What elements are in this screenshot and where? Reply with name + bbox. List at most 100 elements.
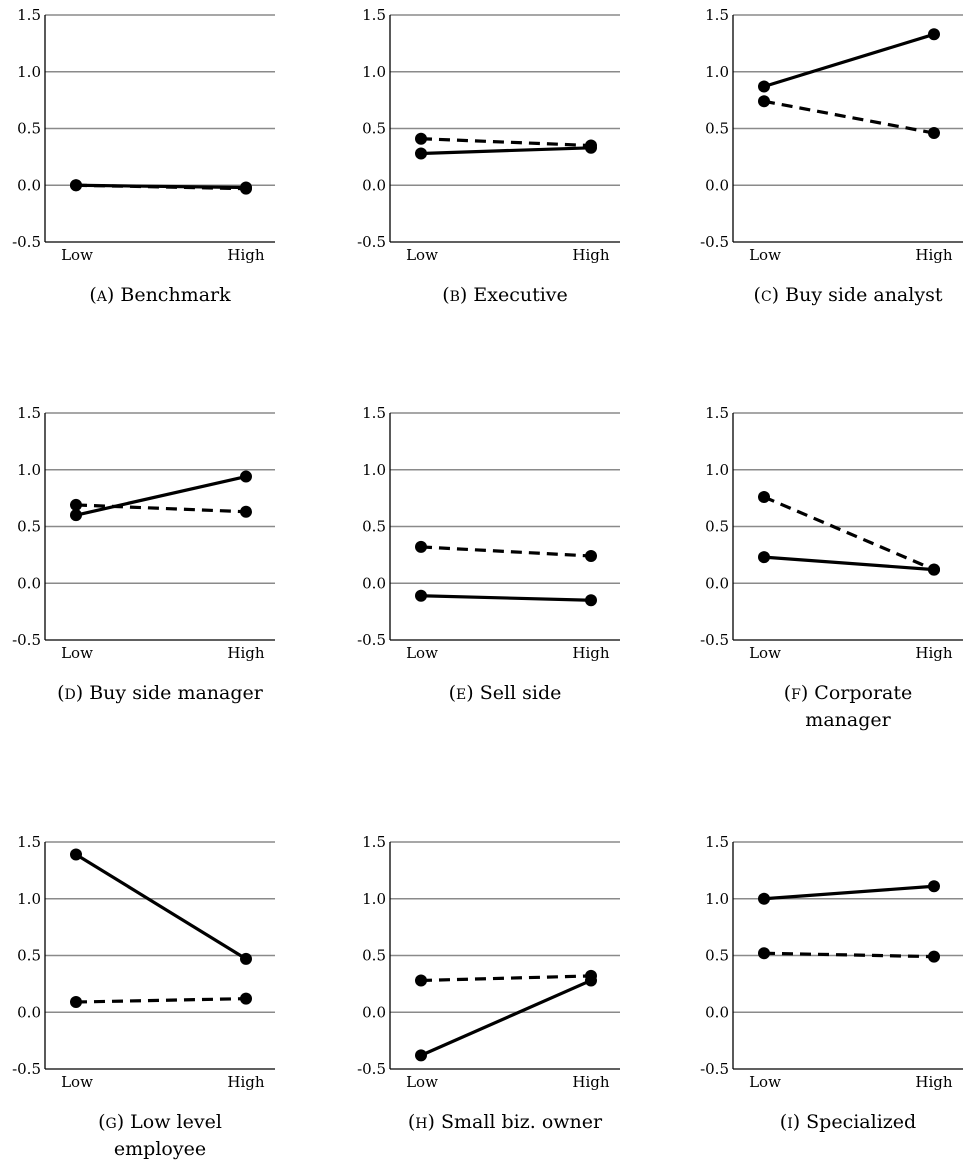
dashed-series-point xyxy=(415,132,427,145)
solid-series-line xyxy=(75,853,247,961)
dashed-series-point xyxy=(240,182,252,195)
x-tick-label: Low xyxy=(749,1073,781,1091)
y-tick-label: 0.5 xyxy=(17,120,41,138)
dashed-series-line xyxy=(763,951,935,959)
solid-series-point xyxy=(928,880,940,893)
y-tick-label: 1.0 xyxy=(362,890,386,908)
dashed-series-point xyxy=(758,947,770,960)
y-tick-label: 0.0 xyxy=(17,176,41,194)
solid-series-line xyxy=(763,555,935,572)
y-tick-label: 0.0 xyxy=(705,1003,729,1021)
y-tick-label: 1.5 xyxy=(705,404,729,422)
y-tick-label: 0.5 xyxy=(705,518,729,536)
solid-series-point xyxy=(415,1049,427,1062)
dashed-series-point xyxy=(928,950,940,963)
solid-series-point xyxy=(70,509,82,522)
dashed-series-line xyxy=(763,495,935,572)
x-tick-label: High xyxy=(572,644,609,662)
panel-caption: (B) Executive xyxy=(442,284,568,306)
panel-d: 1.5 1.0 0.5 0.0 -0.5 Low High (D) Buy side mana… xyxy=(12,404,275,704)
y-tick-label: -0.5 xyxy=(12,631,41,649)
solid-series-line xyxy=(763,884,935,901)
y-tick-label: 0.5 xyxy=(17,518,41,536)
panel-b: 1.5 1.0 0.5 0.0 -0.5 Low High (B) Executive xyxy=(357,6,620,306)
x-tick-label: Low xyxy=(406,644,438,662)
dashed-series-line xyxy=(75,503,247,514)
panel-caption: (F) Corporate xyxy=(784,682,913,704)
y-tick-label: -0.5 xyxy=(12,233,41,251)
y-tick-label: 0.5 xyxy=(705,120,729,138)
y-tick-label: -0.5 xyxy=(700,233,729,251)
solid-series-point xyxy=(758,80,770,93)
y-tick-label: 0.0 xyxy=(362,176,386,194)
solid-series-point xyxy=(585,594,597,607)
y-tick-label: 0.5 xyxy=(705,947,729,965)
x-tick-label: High xyxy=(915,644,952,662)
panel-e: 1.5 1.0 0.5 0.0 -0.5 Low High (E) Sell side xyxy=(357,404,620,704)
y-tick-label: 1.0 xyxy=(362,461,386,479)
solid-series-point xyxy=(70,848,82,861)
y-tick-label: 1.0 xyxy=(362,63,386,81)
x-tick-label: High xyxy=(915,246,952,264)
y-tick-label: 0.0 xyxy=(705,176,729,194)
x-tick-label: High xyxy=(572,246,609,264)
y-tick-label: 1.0 xyxy=(17,63,41,81)
panel-caption: (I) Specialized xyxy=(780,1111,916,1133)
y-tick-label: 1.5 xyxy=(362,833,386,851)
dashed-series-point xyxy=(70,996,82,1009)
y-tick-label: 0.5 xyxy=(362,947,386,965)
panel-caption: manager xyxy=(805,709,891,731)
y-tick-label: 1.5 xyxy=(17,6,41,24)
y-tick-label: -0.5 xyxy=(12,1060,41,1078)
solid-series-point xyxy=(415,147,427,160)
dashed-series-point xyxy=(585,139,597,152)
y-tick-label: 0.5 xyxy=(362,120,386,138)
y-tick-label: 0.0 xyxy=(362,1003,386,1021)
dashed-series-line xyxy=(75,183,247,191)
solid-series-point xyxy=(415,589,427,602)
y-tick-label: -0.5 xyxy=(700,631,729,649)
x-tick-label: Low xyxy=(61,246,93,264)
y-tick-label: 1.0 xyxy=(705,461,729,479)
y-tick-label: 1.0 xyxy=(705,63,729,81)
x-tick-label: High xyxy=(915,1073,952,1091)
dashed-series-point xyxy=(928,563,940,576)
y-tick-label: 1.5 xyxy=(17,404,41,422)
y-tick-label: 0.0 xyxy=(362,574,386,592)
solid-series-line xyxy=(420,979,592,1057)
x-tick-label: Low xyxy=(61,644,93,662)
y-tick-label: -0.5 xyxy=(700,1060,729,1078)
y-tick-label: 1.5 xyxy=(362,6,386,24)
solid-series-point xyxy=(240,952,252,965)
panel-g: 1.5 1.0 0.5 0.0 -0.5 Low High (G) Low level empl… xyxy=(12,833,275,1160)
y-tick-label: -0.5 xyxy=(357,1060,386,1078)
solid-series-line xyxy=(763,32,935,89)
panel-caption: (D) Buy side manager xyxy=(57,682,264,704)
y-tick-label: 1.5 xyxy=(362,404,386,422)
panel-f: 1.5 1.0 0.5 0.0 -0.5 Low High (F) Corporate mana… xyxy=(700,404,963,731)
y-tick-label: 1.0 xyxy=(705,890,729,908)
solid-series-point xyxy=(928,28,940,41)
dashed-series-point xyxy=(585,969,597,982)
panel-caption: (A) Benchmark xyxy=(89,284,231,306)
solid-series-point xyxy=(758,551,770,564)
solid-series-point xyxy=(240,470,252,483)
dashed-series-point xyxy=(758,490,770,503)
dashed-series-point xyxy=(415,974,427,987)
y-tick-label: 0.5 xyxy=(17,947,41,965)
dashed-series-line xyxy=(763,99,935,135)
x-tick-label: High xyxy=(227,246,264,264)
solid-series-line xyxy=(420,594,592,602)
solid-series-line xyxy=(420,146,592,156)
dashed-series-line xyxy=(420,974,592,983)
panel-caption: employee xyxy=(114,1138,206,1160)
dashed-series-point xyxy=(585,550,597,563)
y-tick-label: -0.5 xyxy=(357,631,386,649)
y-tick-label: 1.5 xyxy=(17,833,41,851)
y-tick-label: -0.5 xyxy=(357,233,386,251)
panel-caption: (H) Small biz. owner xyxy=(408,1111,603,1133)
panel-i: 1.5 1.0 0.5 0.0 -0.5 Low High (I) Specialized xyxy=(700,833,963,1133)
dashed-series-point xyxy=(758,95,770,108)
dashed-series-point xyxy=(415,540,427,553)
